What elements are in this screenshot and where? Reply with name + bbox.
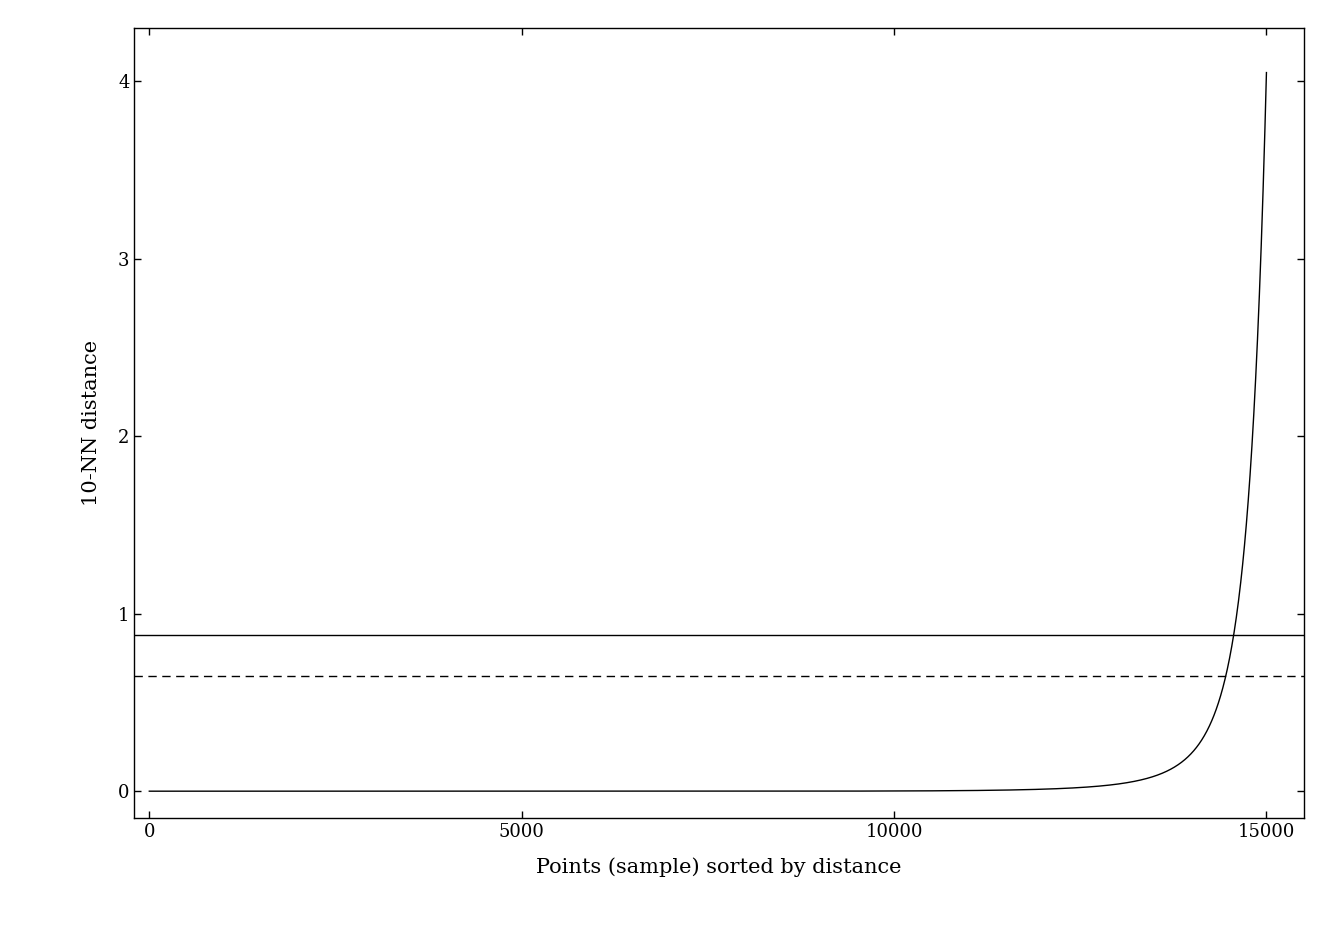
X-axis label: Points (sample) sorted by distance: Points (sample) sorted by distance xyxy=(536,857,902,877)
Y-axis label: 10-NN distance: 10-NN distance xyxy=(82,340,101,506)
